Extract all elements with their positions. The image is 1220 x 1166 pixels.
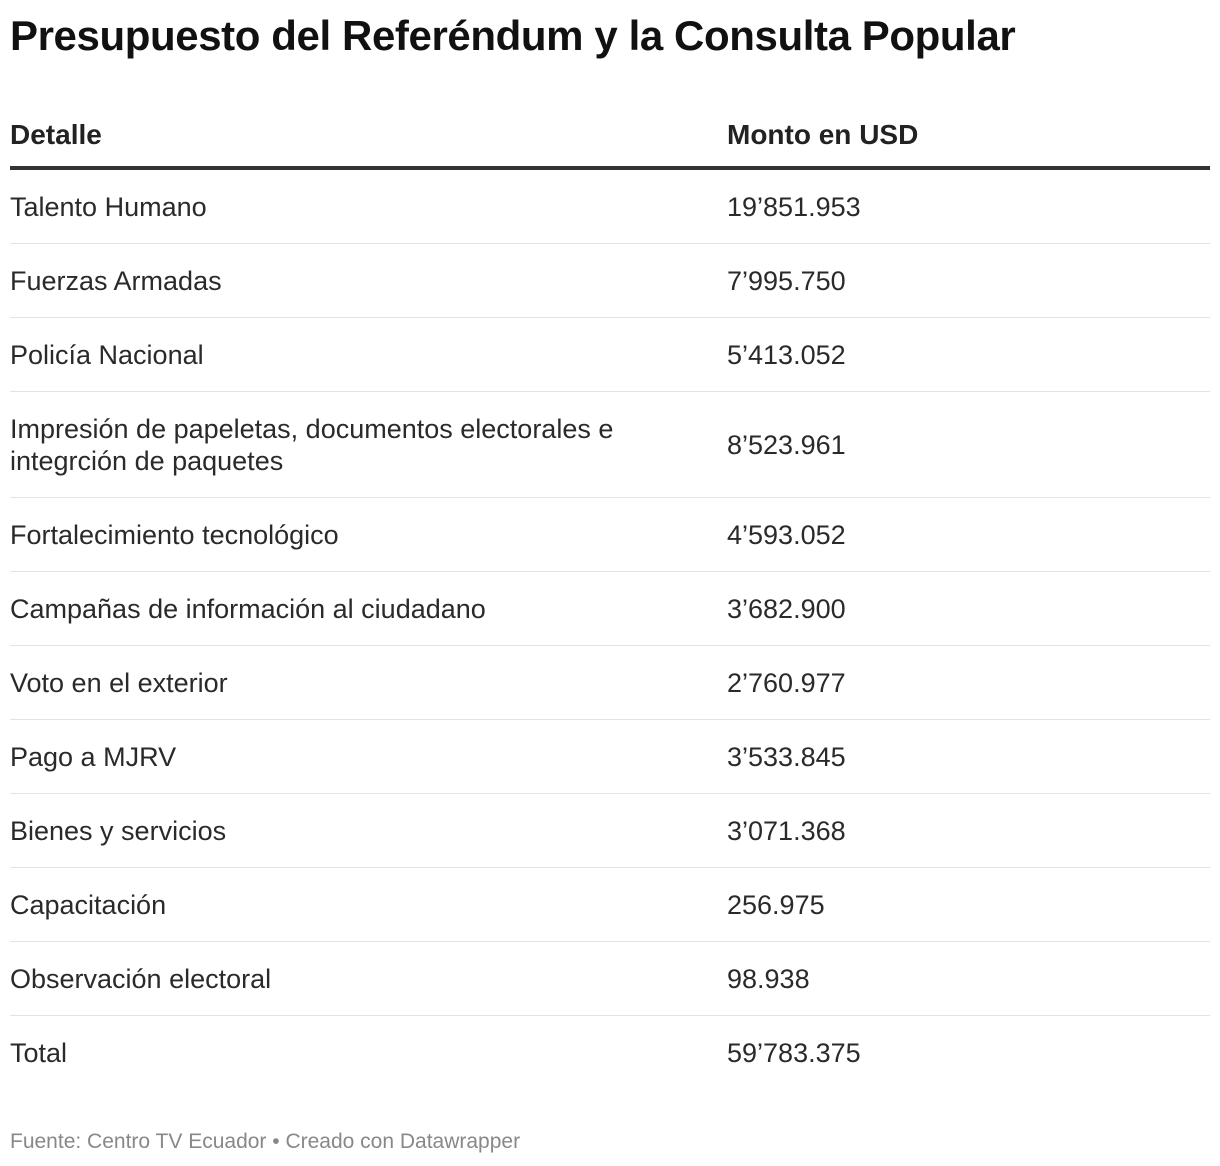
cell-detalle: Observación electoral xyxy=(10,941,727,1016)
cell-monto: 7’995.750 xyxy=(727,243,1210,318)
cell-detalle: Capacitación xyxy=(10,867,727,942)
cell-detalle: Fuerzas Armadas xyxy=(10,243,727,318)
table-row: Bienes y servicios 3’071.368 xyxy=(10,793,1210,868)
table-row: Campañas de información al ciudadano 3’6… xyxy=(10,571,1210,646)
table-row: Voto en el exterior 2’760.977 xyxy=(10,645,1210,720)
table-row: Policía Nacional 5’413.052 xyxy=(10,317,1210,392)
cell-monto: 4’593.052 xyxy=(727,497,1210,572)
cell-monto: 256.975 xyxy=(727,867,1210,942)
column-header-monto[interactable]: Monto en USD xyxy=(727,104,1210,170)
cell-detalle: Impresión de papeletas, documentos elect… xyxy=(10,391,727,498)
column-header-detalle[interactable]: Detalle xyxy=(10,104,727,170)
table-row: Fortalecimiento tecnológico 4’593.052 xyxy=(10,497,1210,572)
cell-detalle: Campañas de información al ciudadano xyxy=(10,571,727,646)
table-row-total: Total 59’783.375 xyxy=(10,1016,1210,1090)
cell-detalle: Pago a MJRV xyxy=(10,719,727,794)
cell-monto: 3’533.845 xyxy=(727,719,1210,794)
source-note: Fuente: Centro TV Ecuador • Creado con D… xyxy=(10,1130,521,1153)
table-header-row: Detalle Monto en USD xyxy=(10,104,1210,170)
chart-title: Presupuesto del Referéndum y la Consulta… xyxy=(10,12,1016,59)
cell-monto: 8’523.961 xyxy=(727,391,1210,498)
table-row: Impresión de papeletas, documentos elect… xyxy=(10,391,1210,498)
cell-monto: 2’760.977 xyxy=(727,645,1210,720)
cell-detalle: Voto en el exterior xyxy=(10,645,727,720)
table-row: Observación electoral 98.938 xyxy=(10,941,1210,1016)
cell-detalle: Bienes y servicios xyxy=(10,793,727,868)
cell-monto: 3’071.368 xyxy=(727,793,1210,868)
cell-detalle: Talento Humano xyxy=(10,168,727,244)
chart-container: Presupuesto del Referéndum y la Consulta… xyxy=(10,0,1210,1153)
cell-monto: 98.938 xyxy=(727,941,1210,1016)
cell-monto: 59’783.375 xyxy=(727,1037,861,1068)
cell-monto: 5’413.052 xyxy=(727,317,1210,392)
table-row: Fuerzas Armadas 7’995.750 xyxy=(10,243,1210,318)
cell-detalle: Fortalecimiento tecnológico xyxy=(10,497,727,572)
cell-monto: 19’851.953 xyxy=(727,168,1210,244)
table-row: Pago a MJRV 3’533.845 xyxy=(10,719,1210,794)
cell-monto: 3’682.900 xyxy=(727,571,1210,646)
table-row: Talento Humano 19’851.953 xyxy=(10,168,1210,244)
cell-detalle: Total xyxy=(10,1037,68,1068)
budget-table: Detalle Monto en USD Talento Humano 19’8… xyxy=(10,104,1210,1089)
table-row: Capacitación 256.975 xyxy=(10,867,1210,942)
cell-detalle: Policía Nacional xyxy=(10,317,727,392)
